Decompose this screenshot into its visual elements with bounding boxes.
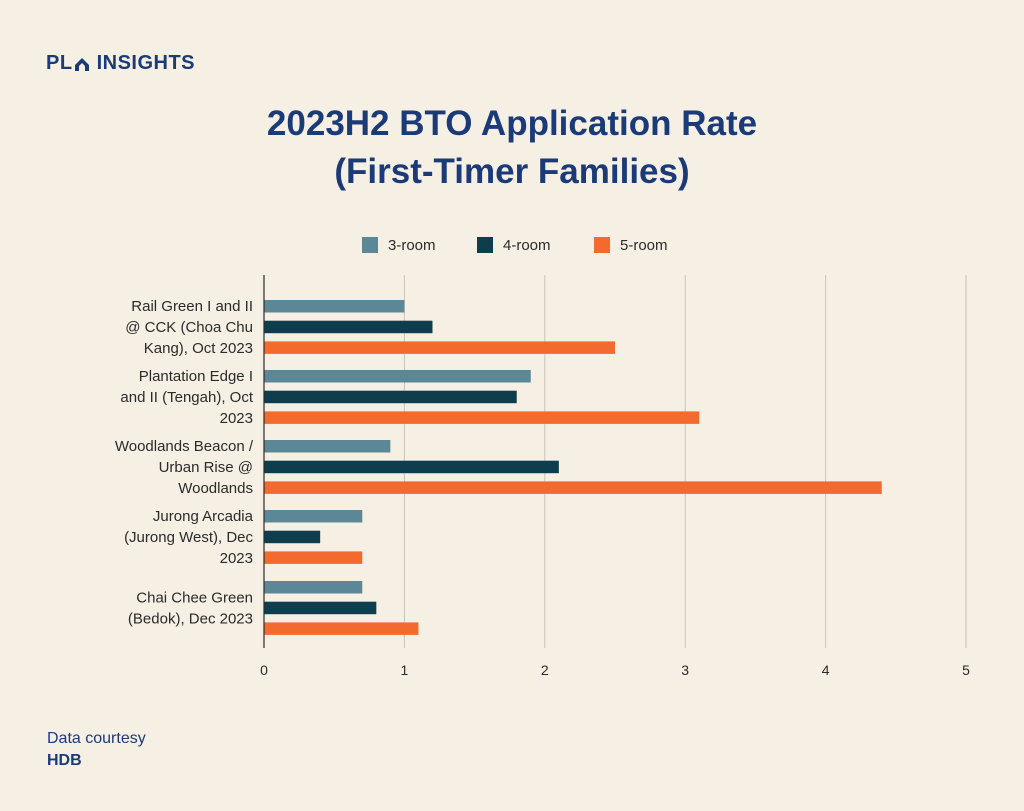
x-tick-label-4: 4 <box>822 662 830 678</box>
x-tick-label-2: 2 <box>541 662 549 678</box>
chart-title-line-1: 2023H2 BTO Application Rate <box>266 104 758 143</box>
bar-5-room-2 <box>264 481 882 494</box>
category-label-1-1: and II (Tengah), Oct <box>120 389 253 406</box>
bar-5-room-3 <box>264 551 363 564</box>
category-label-2-0: Woodlands Beacon / <box>115 438 254 455</box>
category-label-0-2: Kang), Oct 2023 <box>144 340 253 357</box>
bar-4-room-1 <box>264 390 517 404</box>
bar-4-room-2 <box>264 460 559 474</box>
x-tick-label-3: 3 <box>681 662 689 678</box>
category-label-0-1: @ CCK (Choa Chu <box>125 319 253 336</box>
x-tick-label-1: 1 <box>401 662 409 678</box>
x-tick-label-0: 0 <box>260 662 268 678</box>
category-label-0-0: Rail Green I and II <box>131 298 253 315</box>
bar-3-room-3 <box>264 510 363 523</box>
bar-4-room-0 <box>264 320 433 334</box>
credit-label: Data courtesy <box>47 730 146 747</box>
bar-3-room-4 <box>264 581 363 594</box>
data-credit: Data courtesy HDB <box>47 728 146 772</box>
category-label-2-1: Urban Rise @ <box>159 459 253 476</box>
bar-5-room-0 <box>264 341 615 354</box>
brand-name: INSIGHTS <box>96 52 196 74</box>
chart-title-line-2: (First-Timer Families) <box>334 152 690 191</box>
category-label-2-2: Woodlands <box>178 480 253 497</box>
category-label-1-2: 2023 <box>220 410 253 427</box>
category-label-1-0: Plantation Edge I <box>139 368 253 385</box>
category-label-4-1: (Bedok), Dec 2023 <box>128 610 253 627</box>
legend-label-4-room: 4-room <box>503 237 551 254</box>
legend-swatch-3-room <box>362 237 378 253</box>
bar-3-room-2 <box>264 440 391 453</box>
x-tick-label-5: 5 <box>962 662 970 678</box>
brand-prefix: PL <box>46 52 73 74</box>
bar-4-room-3 <box>264 530 321 544</box>
category-label-3-0: Jurong Arcadia <box>153 508 254 525</box>
bar-4-room-4 <box>264 601 377 615</box>
bar-5-room-1 <box>264 411 700 424</box>
bar-5-room-4 <box>264 622 419 635</box>
legend-swatch-5-room <box>594 237 610 253</box>
category-label-3-2: 2023 <box>220 550 253 567</box>
bar-3-room-1 <box>264 370 531 383</box>
category-label-4-0: Chai Chee Green <box>136 589 253 606</box>
category-label-3-1: (Jurong West), Dec <box>124 529 253 546</box>
legend-swatch-4-room <box>477 237 493 253</box>
legend-label-3-room: 3-room <box>388 237 436 254</box>
logo-mark-icon <box>74 57 89 71</box>
legend-label-5-room: 5-room <box>620 237 668 254</box>
bar-3-room-0 <box>264 300 405 313</box>
credit-source: HDB <box>47 752 82 769</box>
chart-title: 2023H2 BTO Application Rate (First-Timer… <box>0 100 1024 196</box>
brand-logo: PL INSIGHTS <box>46 52 195 75</box>
